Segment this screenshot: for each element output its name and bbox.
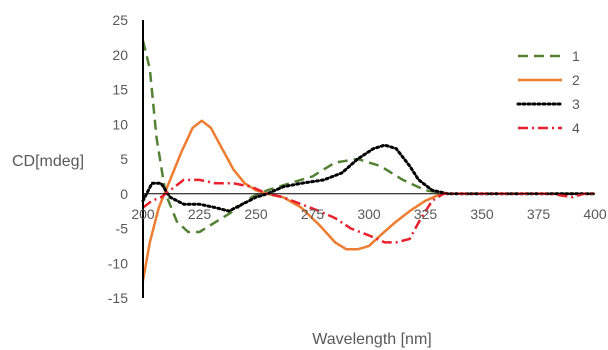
legend-label-2: 2 — [572, 72, 580, 88]
y-tick-label: 10 — [112, 116, 128, 132]
legend-label-1: 1 — [572, 48, 580, 64]
x-tick-label: 275 — [301, 206, 325, 222]
axes — [142, 20, 595, 298]
x-axis-title: Wavelength [nm] — [312, 331, 431, 348]
x-tick-label: 350 — [470, 206, 494, 222]
x-tick-label: 325 — [414, 206, 438, 222]
x-tick-labels: 200 225 250 275 300 325 350 375 400 — [131, 206, 607, 222]
x-tick-label: 200 — [131, 206, 155, 222]
x-tick-label: 375 — [527, 206, 551, 222]
legend: 1 2 3 4 — [516, 48, 580, 136]
y-tick-label: 20 — [112, 47, 128, 63]
y-tick-labels: 25 20 15 10 5 0 -5 -10 -15 — [108, 12, 128, 306]
y-tick-label: 25 — [112, 12, 128, 28]
x-tick-label: 300 — [357, 206, 381, 222]
y-tick-label: 5 — [120, 151, 128, 167]
y-tick-label: -15 — [108, 290, 128, 306]
series-line-2 — [141, 119, 595, 281]
y-axis-title: CD[mdeg] — [12, 153, 84, 170]
y-tick-label: 15 — [112, 82, 128, 98]
legend-label-4: 4 — [572, 120, 580, 136]
y-tick-label: -10 — [108, 255, 128, 271]
series-line-3 — [141, 143, 597, 213]
legend-label-3: 3 — [572, 96, 580, 112]
series-line-1 — [141, 40, 595, 234]
x-tick-label: 225 — [188, 206, 212, 222]
x-tick-label: 250 — [244, 206, 268, 222]
y-tick-label: 0 — [120, 186, 128, 202]
plot-lines — [141, 40, 597, 281]
x-tick-label: 400 — [583, 206, 607, 222]
y-tick-label: -5 — [116, 221, 129, 237]
